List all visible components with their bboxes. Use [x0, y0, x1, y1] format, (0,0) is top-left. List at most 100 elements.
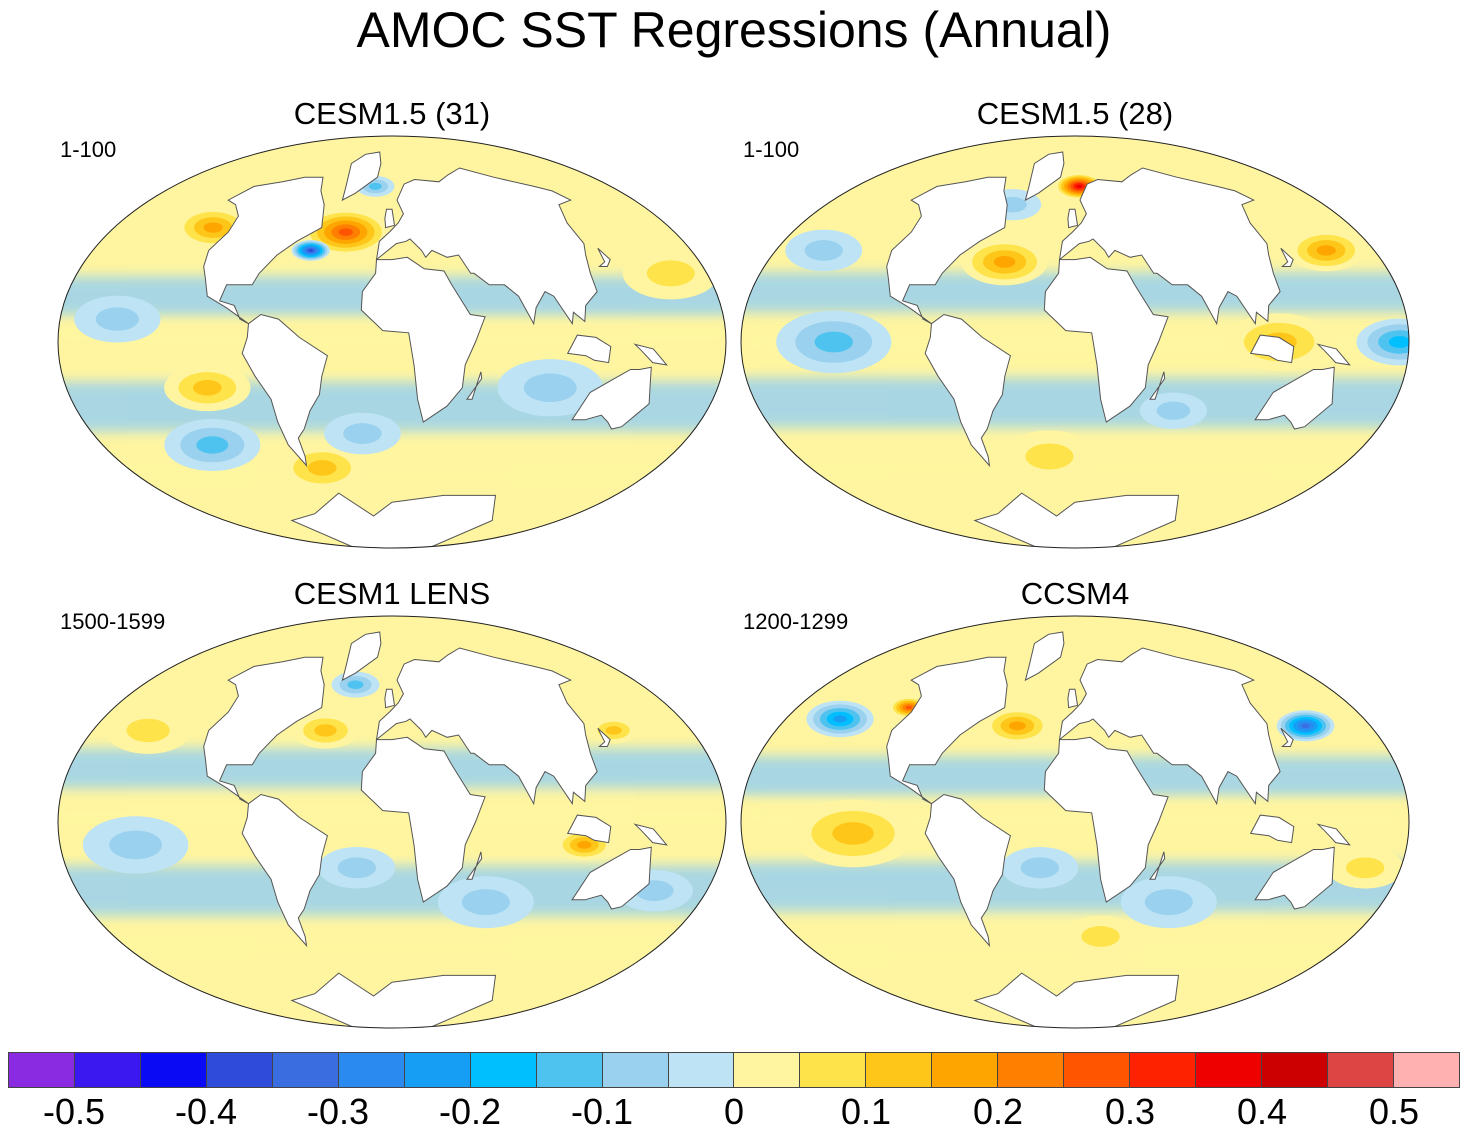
colorbar-swatch — [1262, 1052, 1329, 1088]
land-mass — [360, 736, 486, 903]
land-mass — [375, 167, 598, 326]
colorbar-swatch — [1064, 1052, 1131, 1088]
land-mass — [384, 208, 396, 229]
land-mass — [571, 366, 652, 430]
land-mass — [290, 972, 497, 1028]
colorbar-tick-label: -0.2 — [438, 1091, 502, 1132]
anomaly-contour — [605, 726, 622, 735]
land-mass — [203, 176, 325, 325]
land-mass — [1254, 366, 1335, 430]
land-mass — [384, 688, 396, 709]
colorbar-swatch — [272, 1052, 339, 1088]
land-mass — [341, 151, 382, 202]
land-mass — [1058, 167, 1281, 326]
anomaly-contour — [1345, 857, 1385, 879]
land-mass — [1249, 334, 1295, 364]
period-label: 1500-1599 — [60, 609, 166, 634]
anomaly-contour — [1388, 336, 1409, 348]
period-label: 1-100 — [743, 137, 800, 162]
land-mass — [1254, 846, 1335, 910]
colorbar-tick-label: -0.4 — [174, 1091, 238, 1132]
colorbar-tick-label: 0.2 — [972, 1091, 1024, 1132]
anomaly-contour — [1008, 721, 1026, 731]
colorbar-tick-label: 0.4 — [1236, 1091, 1288, 1132]
anomaly-contour — [95, 307, 139, 331]
anomaly-contour — [109, 830, 163, 860]
figure-title: AMOC SST Regressions (Annual) — [356, 2, 1112, 58]
colorbar-labels: -0.5 -0.4 -0.3 -0.2 -0.1 0 0.1 0.2 0.3 0.4 0.5 — [0, 1092, 1468, 1134]
colorbar-tick-label: 0.3 — [1104, 1091, 1156, 1132]
anomaly-contour — [993, 255, 1016, 268]
colorbar-swatch — [998, 1052, 1065, 1088]
anomaly-contour — [314, 724, 337, 737]
anomaly-contour — [1316, 245, 1336, 256]
anomaly-contour — [1144, 889, 1193, 916]
land-mass — [341, 631, 382, 682]
panel-cesm1-lens: CESM1 LENS 1500-1599 — [52, 576, 732, 1029]
sst-map — [740, 135, 1410, 549]
panel-cesm15-28: CESM1.5 (28) 1-100 — [735, 96, 1415, 549]
colorbar-swatch — [470, 1052, 537, 1088]
colorbar-swatch — [338, 1052, 405, 1088]
colorbar-swatch — [74, 1052, 141, 1088]
anomaly-contour — [1081, 926, 1120, 947]
land-mass — [360, 256, 486, 423]
land-mass — [886, 656, 1008, 805]
sst-map — [57, 135, 727, 549]
land-mass — [1043, 256, 1169, 423]
anomaly-contour — [814, 331, 853, 353]
colorbar-tick-label: 0.5 — [1368, 1091, 1420, 1132]
anomaly-contour — [126, 718, 170, 743]
colorbar-swatch — [734, 1052, 801, 1088]
land-mass — [1249, 814, 1295, 844]
land-mass — [566, 814, 612, 844]
anomaly-contour — [196, 436, 229, 454]
anomaly-contour — [832, 822, 874, 845]
anomaly-contour — [308, 249, 314, 252]
colorbar-swatch — [800, 1052, 867, 1088]
colorbar-swatch — [866, 1052, 933, 1088]
land-mass — [1280, 727, 1294, 747]
colorbar-swatch — [140, 1052, 207, 1088]
land-mass — [571, 846, 652, 910]
land-mass — [1024, 631, 1065, 682]
land-mass — [241, 313, 328, 468]
land-mass — [203, 656, 325, 805]
colorbar-swatch — [206, 1052, 273, 1088]
anomaly-band — [58, 936, 726, 967]
colorbar-swatch — [602, 1052, 669, 1088]
land-mass — [1067, 208, 1079, 229]
colorbar-swatch — [1130, 1052, 1197, 1088]
land-mass — [924, 793, 1011, 948]
colorbar-swatch — [1328, 1052, 1395, 1088]
land-mass — [924, 313, 1011, 468]
land-mass — [466, 371, 483, 400]
colorbar-swatch — [536, 1052, 603, 1088]
colorbar-swatch — [404, 1052, 471, 1088]
anomaly-band — [58, 464, 726, 495]
anomaly-contour — [577, 840, 592, 849]
land-mass — [566, 334, 612, 364]
anomaly-contour — [523, 373, 577, 403]
colorbar-tick-label: -0.1 — [570, 1091, 634, 1132]
anomaly-contour — [1025, 443, 1074, 470]
anomaly-contour — [307, 460, 337, 476]
anomaly-contour — [337, 857, 377, 879]
anomaly-contour — [192, 379, 222, 396]
anomaly-contour — [833, 715, 847, 723]
land-mass — [1043, 736, 1169, 903]
map-border — [740, 615, 1410, 1029]
land-mass — [1149, 371, 1166, 400]
colorbar-swatch — [932, 1052, 999, 1088]
land-mass — [1149, 851, 1166, 880]
land-mass — [1316, 343, 1351, 366]
anomaly-contour — [343, 423, 382, 444]
land-mass — [1058, 647, 1281, 806]
map-border — [740, 135, 1410, 549]
land-mass — [597, 727, 611, 747]
land-mass — [886, 176, 1008, 325]
panel-title: CESM1.5 (28) — [976, 96, 1174, 131]
land-mass — [633, 823, 668, 846]
colorbar-swatch — [1196, 1052, 1263, 1088]
land-mass — [1280, 247, 1294, 267]
